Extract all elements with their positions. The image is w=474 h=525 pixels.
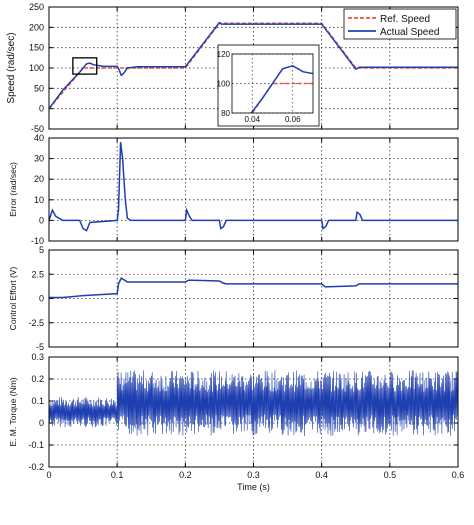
- y-tick-label: 0.1: [31, 396, 44, 406]
- y-tick-label: 40: [34, 133, 44, 143]
- panel-2: -10 0 10 20 30 40 Error (rad/sec): [8, 133, 459, 246]
- y-tick-label: 0: [39, 418, 44, 428]
- y-tick-label: 20: [34, 174, 44, 184]
- axes-frame: [48, 356, 459, 468]
- y-axis-label: E. M. Torque (Nm): [8, 377, 18, 446]
- x-tick-label: 0: [46, 470, 51, 480]
- y-tick-label: -0.1: [28, 440, 44, 450]
- y-tick-label: 10: [34, 195, 44, 205]
- legend-label: Ref. Speed: [380, 14, 430, 25]
- y-axis-label: Control Effort (V): [8, 267, 18, 331]
- inset-x-tick-label: 0.06: [285, 115, 301, 124]
- axes-frame: [48, 6, 459, 130]
- plot-area: [49, 138, 458, 241]
- inset-y-tick-label: 100: [217, 80, 231, 89]
- panel-3: -5 -2.5 0 2.5 5 Control Effort (V): [8, 245, 459, 352]
- x-axis-label: Time (s): [237, 482, 270, 492]
- y-tick-label: 30: [34, 154, 44, 164]
- legend-box: [343, 8, 457, 40]
- axes-frame: [48, 249, 459, 348]
- inset-x-tick-label: 0.04: [244, 115, 260, 124]
- series-line: [49, 277, 458, 299]
- y-axis-label: Speed (rad/sec): [6, 32, 17, 103]
- y-tick-label: 0.2: [31, 374, 44, 384]
- series-line: [48, 142, 458, 232]
- legend: Ref. Speed Actual Speed: [343, 8, 457, 40]
- y-tick-label: -50: [31, 124, 44, 134]
- axes-frame: [48, 137, 459, 242]
- inset-series-line: [250, 64, 313, 113]
- y-tick-label: -2.5: [28, 318, 44, 328]
- y-tick-label: 2.5: [31, 269, 44, 279]
- series-actual-speed: [48, 21, 458, 110]
- inset-frame: [231, 53, 314, 114]
- inset-series: [250, 64, 313, 113]
- series-torque: [48, 370, 459, 437]
- x-tick-label: 0.2: [179, 470, 192, 480]
- x-tick-label: 0.6: [452, 470, 465, 480]
- zoom-box: [72, 57, 98, 75]
- panel-4: 0 0.1 0.2 0.3 0.4 0.5 0.6 -0.2 -0.1 0 0.1 0.2 0.3 E. …: [8, 352, 464, 492]
- inset-axes: 0.04 0.06 80 100 120: [217, 44, 320, 127]
- x-tick-label: 0.5: [384, 470, 397, 480]
- y-tick-label: 50: [34, 83, 44, 93]
- y-tick-label: -5: [36, 342, 44, 352]
- y-tick-label: 150: [29, 43, 44, 53]
- y-tick-label: -10: [31, 236, 44, 246]
- y-tick-label: 0.3: [31, 352, 44, 362]
- legend-label: Actual Speed: [380, 27, 440, 38]
- y-tick-label: -0.2: [28, 462, 44, 472]
- x-tick-label: 0.1: [111, 470, 124, 480]
- inset-y-tick-label: 80: [221, 109, 230, 118]
- x-tick-label: 0.3: [247, 470, 260, 480]
- y-tick-label: 5: [39, 245, 44, 255]
- y-tick-label: 100: [29, 63, 44, 73]
- y-tick-label: 0: [39, 104, 44, 114]
- y-tick-label: 200: [29, 22, 44, 32]
- inset-y-tick-label: 120: [217, 50, 231, 59]
- y-axis-label: Error (rad/sec): [8, 162, 18, 217]
- x-tick-label: 0.4: [315, 470, 328, 480]
- y-tick-label: 250: [29, 2, 44, 12]
- y-tick-label: 0: [39, 215, 44, 225]
- y-tick-label: 0: [39, 294, 44, 304]
